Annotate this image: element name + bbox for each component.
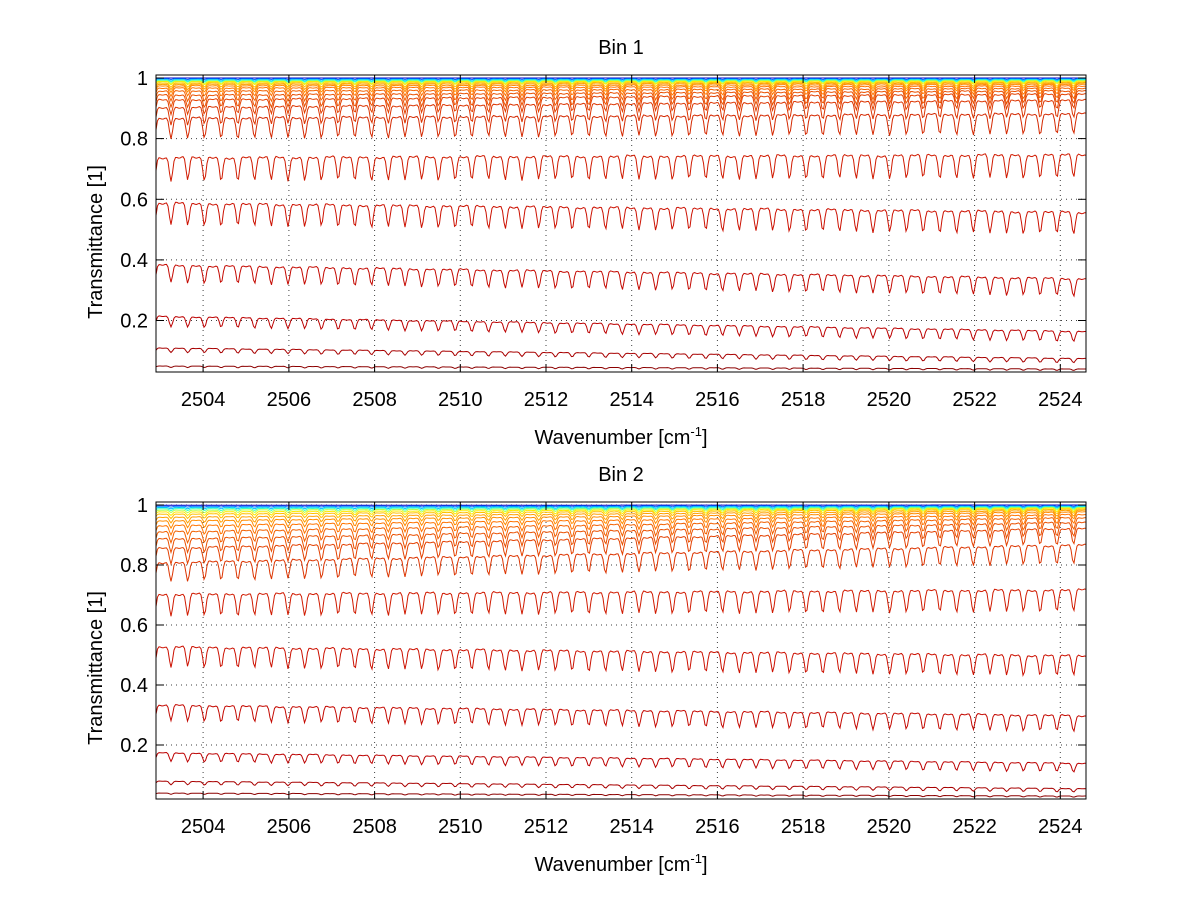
x-tick-label: 2522 (952, 389, 997, 411)
series-line (155, 521, 1087, 555)
y-tick-label: 0.8 (120, 555, 148, 577)
series-line (155, 85, 1087, 98)
series-line (155, 704, 1086, 733)
x-tick-label: 2506 (267, 816, 312, 838)
x-tick-label: 2510 (438, 389, 483, 411)
x-tick-label: 2506 (267, 389, 312, 411)
chart-title: Bin 2 (598, 464, 644, 486)
y-tick-label: 0.2 (120, 735, 148, 757)
series-line (155, 347, 1086, 364)
panel-bin-2: Bin 2 2504 2506 2508 2510 2512 2514 2516 2518 25… (85, 464, 1087, 876)
series-line (155, 79, 1086, 83)
series-line (155, 365, 1086, 371)
axes-frame (155, 501, 1087, 800)
series-line (155, 513, 1086, 537)
series-line (155, 263, 1086, 298)
series-line (155, 508, 1086, 520)
series-line (155, 505, 1087, 510)
series-line (155, 506, 1086, 514)
series-line (155, 527, 1086, 566)
series-line (155, 78, 1086, 81)
y-tick-label: 0.8 (120, 129, 148, 151)
series-line (155, 80, 1086, 86)
x-axis-label: Wavenumber [cm-1] (534, 851, 707, 876)
x-tick-label: 2524 (1038, 389, 1083, 411)
x-tick-label: 2514 (609, 389, 654, 411)
axes-frame (155, 74, 1087, 373)
series-line (155, 751, 1086, 773)
y-tick-label: 0.6 (120, 615, 148, 637)
x-tick-label: 2504 (181, 389, 226, 411)
series-line (155, 506, 1086, 512)
y-tick-label: 1 (137, 68, 148, 90)
x-tick-label: 2512 (524, 816, 569, 838)
x-tick-label: 2508 (352, 389, 397, 411)
series-line (155, 543, 1086, 582)
x-tick-label: 2516 (695, 389, 740, 411)
x-tick-label: 2508 (352, 816, 397, 838)
series-line (155, 81, 1086, 88)
ticks: 2504 2506 2508 2510 2512 2514 2516 2518 2520 2522… (120, 68, 1086, 411)
series-line (155, 516, 1087, 545)
series-line (155, 588, 1087, 617)
x-axis-label: Wavenumber [cm-1] (534, 424, 707, 449)
y-tick-label: 1 (137, 495, 148, 517)
y-axis-label: Transmittance [1] (85, 591, 107, 745)
x-tick-label: 2520 (867, 816, 912, 838)
y-tick-label: 0.2 (120, 311, 148, 333)
series-line (155, 511, 1087, 530)
series-line (155, 315, 1086, 343)
series-line (155, 780, 1087, 793)
x-tick-label: 2524 (1038, 816, 1083, 838)
series-line (155, 82, 1086, 91)
series-line (155, 89, 1086, 109)
series-line (155, 98, 1086, 126)
y-axis-label: Transmittance [1] (85, 165, 107, 319)
series-line (155, 78, 1086, 82)
x-tick-label: 2518 (781, 816, 826, 838)
y-tick-label: 0.6 (120, 189, 148, 211)
y-tick-label: 0.4 (120, 675, 148, 697)
x-tick-label: 2518 (781, 389, 826, 411)
ticks: 2504 2506 2508 2510 2512 2514 2516 2518 2520 2522… (120, 495, 1086, 838)
series-line (155, 153, 1087, 182)
series-line (155, 645, 1087, 677)
y-tick-label: 0.4 (120, 250, 148, 272)
series-line (155, 201, 1086, 235)
plot-area (155, 504, 1087, 798)
series-line (155, 112, 1087, 140)
series-line (155, 792, 1086, 798)
series-line (155, 87, 1086, 103)
series-line (155, 509, 1086, 524)
series-line (155, 505, 1086, 508)
x-tick-label: 2514 (609, 816, 654, 838)
chart-title: Bin 1 (598, 37, 644, 59)
x-tick-label: 2512 (524, 389, 569, 411)
series-line (155, 79, 1086, 85)
x-tick-label: 2522 (952, 816, 997, 838)
series-line (155, 507, 1086, 517)
series-line (155, 83, 1086, 94)
x-tick-label: 2520 (867, 389, 912, 411)
plot-area (155, 77, 1087, 371)
panel-bin-1: Bin 1 2504 2506 2508 2510 2512 2514 2516 2518 25… (85, 37, 1087, 449)
x-tick-label: 2504 (181, 816, 226, 838)
x-tick-label: 2510 (438, 816, 483, 838)
x-tick-label: 2516 (695, 816, 740, 838)
series-line (155, 93, 1086, 117)
